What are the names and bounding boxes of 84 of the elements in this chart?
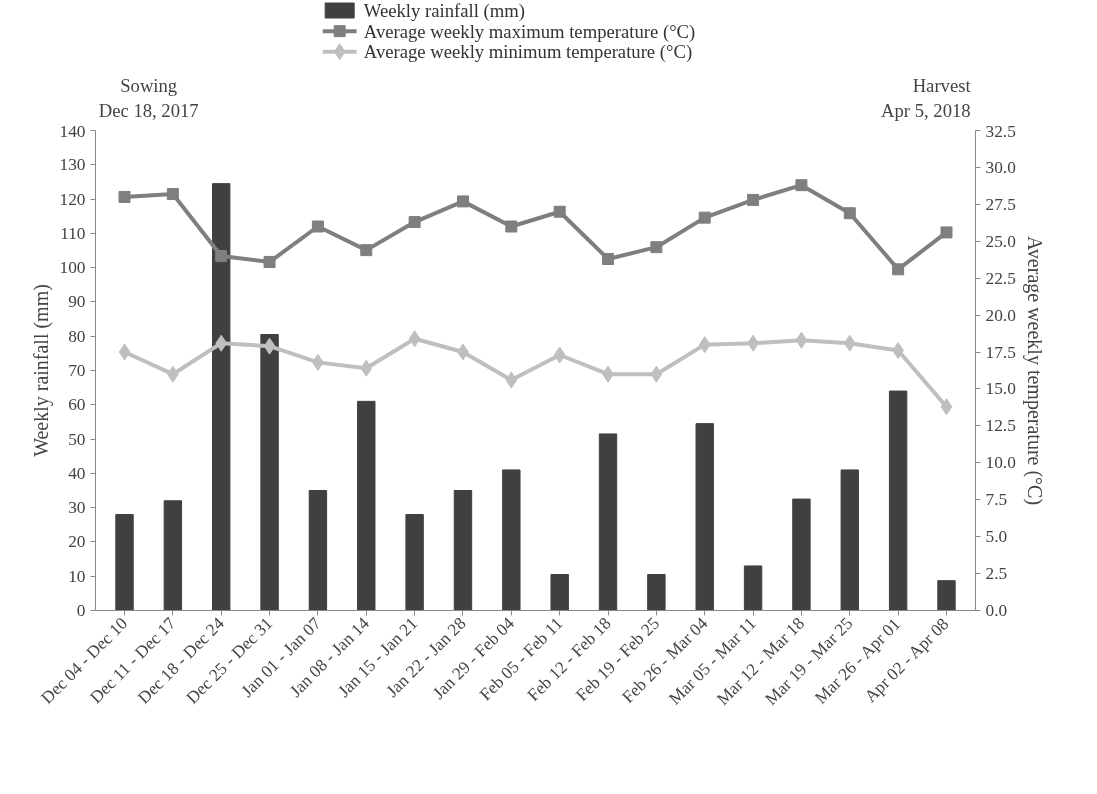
- legend-label: Weekly rainfall (mm): [363, 0, 526, 22]
- point: [408, 216, 421, 229]
- y2-tick-label: 7.5: [985, 490, 1008, 510]
- point: [263, 255, 276, 268]
- y2-tick-label: 22.5: [985, 268, 1016, 288]
- point: [360, 244, 373, 257]
- y-tick-label: 140: [59, 121, 86, 141]
- y2-tick-label: 15.0: [985, 379, 1016, 399]
- bar: [695, 423, 714, 611]
- y-tick-label: 0: [76, 601, 86, 620]
- y-tick-label: 70: [68, 361, 86, 380]
- point: [795, 331, 808, 349]
- point: [118, 190, 131, 203]
- y2-tick-label: 32.5: [985, 121, 1016, 141]
- legend-label: Average weekly minimum temperature (°C): [363, 41, 693, 64]
- text: Harvest Apr 5, 2018: [881, 75, 972, 122]
- point: [940, 398, 953, 416]
- bar: [260, 334, 279, 611]
- y-tick-label: 80: [68, 326, 86, 346]
- point: [263, 337, 276, 355]
- point: [602, 252, 615, 265]
- point: [553, 346, 566, 364]
- point: [166, 188, 179, 201]
- bar: [598, 433, 618, 611]
- bar: [840, 469, 859, 611]
- y-tick-label: 40: [68, 463, 86, 483]
- bar: [212, 183, 231, 611]
- bar: [502, 469, 521, 611]
- point: [553, 205, 566, 218]
- bar: [792, 498, 811, 611]
- y-tick-label: 110: [60, 223, 86, 243]
- y2-tick-label: 5.0: [985, 527, 1008, 547]
- y-axis-title: Weekly rainfall (mm): [29, 284, 53, 457]
- point: [843, 207, 856, 220]
- y2-tick-label: 2.5: [985, 564, 1008, 584]
- y-tick-label: 20: [68, 532, 86, 552]
- bar: [308, 490, 328, 611]
- text: Sowing Dec 18, 2017: [98, 75, 199, 122]
- point: [505, 371, 518, 389]
- point: [747, 193, 760, 206]
- point: [360, 359, 373, 377]
- bar: [647, 574, 666, 611]
- y2-axis-title: Average weekly temperature (°C): [1022, 235, 1046, 506]
- y2-tick-label: 17.5: [985, 342, 1016, 362]
- point: [698, 336, 711, 354]
- y2-tick-label: 25.0: [985, 231, 1016, 251]
- bar: [163, 500, 183, 611]
- y-tick-label: 130: [59, 155, 86, 175]
- y2-tick-label: 20.0: [985, 305, 1016, 325]
- point: [408, 330, 421, 348]
- y2-tick-label: 27.5: [985, 194, 1016, 214]
- y-tick-label: 90: [68, 292, 86, 312]
- legend-label: Average weekly maximum temperature (°C): [363, 20, 696, 43]
- point: [843, 334, 856, 352]
- bar: [453, 490, 473, 611]
- point: [505, 220, 518, 233]
- y2-tick-label: 10.0: [985, 453, 1016, 473]
- y2-tick-label: 12.5: [985, 416, 1016, 436]
- point: [215, 334, 228, 352]
- point: [215, 250, 228, 263]
- point: [650, 241, 663, 254]
- y-tick-label: 50: [68, 429, 86, 449]
- y-tick-label: 120: [59, 189, 86, 209]
- point: [456, 195, 469, 208]
- point: [118, 343, 131, 361]
- y-tick-label: 30: [68, 498, 86, 518]
- point: [650, 365, 663, 383]
- point: [311, 220, 324, 233]
- bar: [115, 514, 134, 611]
- bar: [550, 574, 569, 611]
- point: [940, 226, 953, 239]
- bar: [888, 390, 908, 611]
- point: [795, 179, 808, 192]
- y-tick-label: 60: [68, 395, 86, 415]
- bar: [743, 565, 763, 611]
- bar: [937, 580, 956, 611]
- point: [698, 211, 711, 224]
- y-tick-label: 10: [68, 566, 86, 586]
- point: [892, 263, 905, 276]
- bar: [357, 400, 376, 611]
- y2-tick-label: 30.0: [985, 157, 1016, 177]
- y-tick-label: 100: [59, 258, 86, 278]
- bar: [405, 514, 424, 611]
- y2-tick-label: 0.0: [985, 601, 1008, 620]
